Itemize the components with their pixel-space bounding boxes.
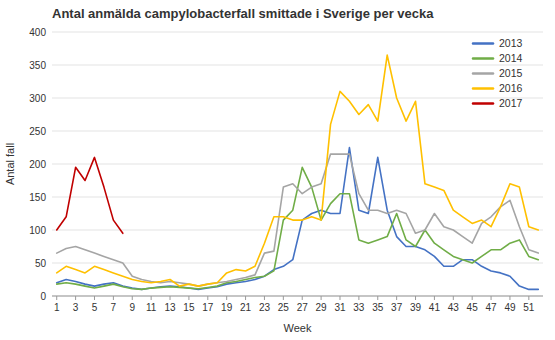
x-tick-label: 45 [467, 302, 479, 313]
x-tick [245, 296, 246, 300]
x-tick-label: 33 [353, 302, 365, 313]
y-grid-line [52, 296, 543, 297]
x-tick [491, 296, 492, 300]
y-grid: 0 50 100 150 200 250 300 350 400 [29, 27, 543, 302]
x-axis: 1357911131517192123252729313335373941434… [52, 296, 543, 313]
x-tick-label: 5 [92, 302, 98, 313]
y-grid-line [52, 65, 543, 66]
x-tick [472, 296, 473, 300]
x-tick-label: 3 [73, 302, 79, 313]
x-tick-label: 25 [278, 302, 290, 313]
x-tick [415, 296, 416, 300]
legend-swatch [473, 87, 493, 90]
x-tick [75, 296, 76, 300]
x-tick [396, 296, 397, 300]
legend-swatch [473, 42, 493, 45]
x-tick [377, 296, 378, 300]
series-line [57, 157, 123, 233]
x-tick [188, 296, 189, 300]
y-tick-label: 250 [29, 126, 46, 137]
y-tick-label: 200 [29, 159, 46, 170]
y-grid-line [52, 98, 543, 99]
x-tick [264, 296, 265, 300]
x-tick [226, 296, 227, 300]
x-tick-label: 1 [54, 302, 60, 313]
x-tick-label: 41 [429, 302, 441, 313]
y-grid-line [52, 197, 543, 198]
x-tick-label: 17 [202, 302, 214, 313]
y-tick-label: 400 [29, 27, 46, 38]
y-axis-label: Antal fall [4, 143, 16, 185]
x-tick [94, 296, 95, 300]
lines [57, 55, 539, 289]
x-tick-label: 29 [316, 302, 328, 313]
x-tick [321, 296, 322, 300]
y-grid-line [52, 164, 543, 165]
y-tick-label: 0 [40, 291, 46, 302]
legend-swatch [473, 102, 493, 105]
x-tick-label: 49 [504, 302, 516, 313]
legend-label: 2016 [499, 82, 523, 94]
x-tick [170, 296, 171, 300]
x-tick [358, 296, 359, 300]
x-axis-label: Week [284, 322, 312, 334]
legend-label: 2013 [499, 37, 523, 49]
y-tick-label: 50 [35, 258, 47, 269]
x-tick-label: 37 [391, 302, 403, 313]
x-tick [302, 296, 303, 300]
x-tick [207, 296, 208, 300]
x-tick [113, 296, 114, 300]
x-tick-label: 35 [372, 302, 384, 313]
y-grid-line [52, 131, 543, 132]
x-tick-label: 31 [334, 302, 346, 313]
x-tick-label: 21 [240, 302, 252, 313]
legend: 2013 2014 2015 2016 2017 [473, 37, 523, 109]
x-tick [56, 296, 57, 300]
y-grid-line [52, 32, 543, 33]
x-tick-label: 23 [259, 302, 271, 313]
x-tick [339, 296, 340, 300]
x-tick [151, 296, 152, 300]
x-tick-label: 15 [183, 302, 195, 313]
x-tick-label: 43 [448, 302, 460, 313]
x-tick-label: 39 [410, 302, 422, 313]
x-tick-label: 9 [129, 302, 135, 313]
x-tick-label: 19 [221, 302, 233, 313]
x-tick-label: 27 [297, 302, 309, 313]
x-tick-label: 11 [146, 302, 157, 313]
y-tick-label: 300 [29, 93, 46, 104]
y-tick-label: 100 [29, 225, 46, 236]
x-tick-label: 47 [486, 302, 498, 313]
chart-title: Antal anmälda campylobacterfall smittade… [52, 6, 434, 21]
legend-label: 2017 [499, 97, 523, 109]
x-tick [528, 296, 529, 300]
x-tick [434, 296, 435, 300]
x-tick [283, 296, 284, 300]
legend-swatch [473, 72, 493, 75]
x-tick-label: 51 [523, 302, 535, 313]
x-tick-label: 13 [164, 302, 176, 313]
x-axis-line [52, 296, 543, 297]
x-tick [509, 296, 510, 300]
chart: 0501001502002503003504001357911131517192… [0, 0, 555, 340]
series-line [57, 55, 539, 286]
legend-swatch [473, 57, 493, 60]
y-tick-label: 150 [29, 192, 46, 203]
y-tick-label: 350 [29, 60, 46, 71]
y-grid-line [52, 230, 543, 231]
legend-label: 2014 [499, 52, 523, 64]
x-tick-label: 7 [111, 302, 117, 313]
legend-label: 2015 [499, 67, 523, 79]
x-tick [453, 296, 454, 300]
x-tick [132, 296, 133, 300]
